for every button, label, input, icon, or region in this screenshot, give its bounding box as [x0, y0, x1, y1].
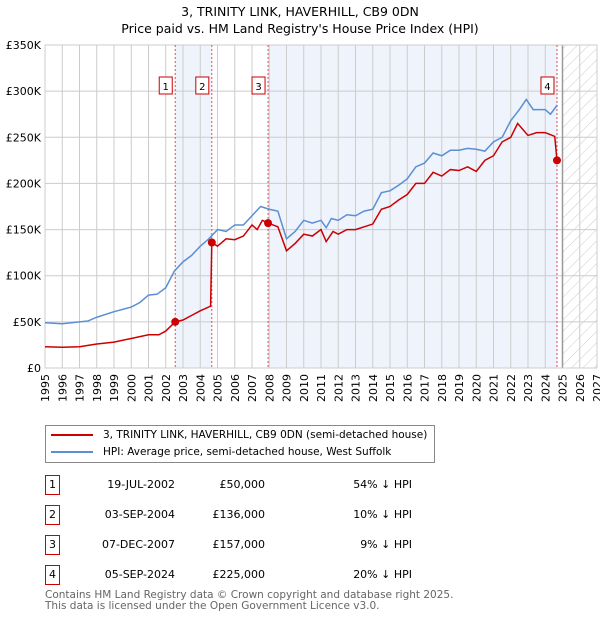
footer: Contains HM Land Registry data © Crown c… — [45, 590, 453, 612]
sale-date: 03-SEP-2004 — [104, 508, 175, 521]
sale-marker-label: 2 — [45, 505, 60, 525]
sale-point — [171, 317, 180, 326]
x-tick-label: 2013 — [350, 374, 363, 402]
table-row: 3 07-DEC-2007 £157,000 9% ↓ HPI — [45, 535, 412, 557]
x-tick-label: 2027 — [591, 374, 600, 402]
sale-date: 07-DEC-2007 — [101, 538, 175, 551]
sale-price: £225,000 — [212, 568, 266, 581]
sale-marker-label: 3 — [45, 535, 60, 555]
x-tick-label: 2026 — [574, 374, 587, 402]
sale-number-box — [158, 76, 173, 95]
sale-number: 1 — [163, 82, 169, 93]
y-tick-label: £250K — [6, 131, 42, 144]
x-tick-label: 1997 — [74, 374, 87, 402]
legend-label-property: 3, TRINITY LINK, HAVERHILL, CB9 0DN (sem… — [103, 429, 428, 441]
sale-marker-label: 1 — [45, 475, 60, 495]
sale-price: £136,000 — [212, 508, 266, 521]
sale-date: 19-JUL-2002 — [107, 478, 175, 491]
x-tick-label: 2003 — [177, 374, 190, 402]
x-tick-label: 1995 — [39, 374, 52, 402]
x-tick-label: 2011 — [315, 374, 328, 402]
footer-copyright: Contains HM Land Registry data © Crown c… — [45, 589, 454, 601]
sale-number: 2 — [199, 82, 205, 93]
table-row: 2 03-SEP-2004 £136,000 10% ↓ HPI — [45, 505, 412, 527]
table-row: 4 05-SEP-2024 £225,000 20% ↓ HPI — [45, 565, 412, 587]
x-tick-label: 2024 — [539, 374, 552, 402]
x-tick-label: 2018 — [436, 374, 449, 402]
x-tick-label: 2007 — [246, 374, 259, 402]
plot-frame — [44, 44, 598, 369]
sale-number-box — [251, 76, 266, 95]
x-tick-label: 1999 — [108, 374, 121, 402]
x-tick-label: 1998 — [91, 374, 104, 402]
x-tick-label: 2014 — [367, 374, 380, 402]
x-tick-label: 2012 — [332, 374, 345, 402]
footer-licence: This data is licensed under the Open Gov… — [45, 600, 380, 612]
x-tick-label: 2005 — [212, 374, 225, 402]
y-tick-label: £50K — [13, 316, 42, 329]
x-tick-label: 2021 — [488, 374, 501, 402]
sale-point — [552, 156, 561, 165]
y-tick-label: £0 — [27, 362, 41, 375]
x-tick-label: 2016 — [401, 374, 414, 402]
y-tick-label: £200K — [6, 177, 42, 190]
x-tick-label: 2019 — [453, 374, 466, 402]
x-tick-label: 2010 — [298, 374, 311, 402]
y-tick-label: £100K — [6, 270, 42, 283]
x-tick-label: 2008 — [263, 374, 276, 402]
sale-point — [264, 219, 273, 228]
sale-hpi-diff: 20% ↓ HPI — [353, 568, 412, 581]
x-tick-label: 2002 — [160, 374, 173, 402]
x-tick-label: 2017 — [419, 374, 432, 402]
sale-date: 05-SEP-2024 — [104, 568, 175, 581]
sale-price: £50,000 — [219, 478, 266, 491]
sale-hpi-diff: 9% ↓ HPI — [360, 538, 412, 551]
x-tick-label: 2009 — [281, 374, 294, 402]
sale-point — [207, 238, 216, 247]
sale-number: 3 — [255, 82, 261, 93]
y-tick-label: £350K — [6, 39, 42, 52]
hpi-line — [44, 98, 558, 325]
sale-hpi-diff: 54% ↓ HPI — [353, 478, 412, 491]
chart-subtitle: Price paid vs. HM Land Registry's House … — [121, 21, 479, 36]
x-tick-label: 2004 — [194, 374, 207, 402]
y-tick-label: £150K — [6, 224, 42, 237]
shaded-period — [268, 45, 557, 368]
x-tick-label: 2015 — [384, 374, 397, 402]
y-tick-label: £300K — [6, 85, 42, 98]
price-chart: 1995 1996 1997 1998 1999 2000 2001 2002 2003 2004… — [6, 39, 600, 402]
x-tick-label: 1996 — [56, 374, 69, 402]
sale-number: 4 — [544, 82, 550, 93]
table-row: 1 19-JUL-2002 £50,000 54% ↓ HPI — [45, 475, 412, 497]
legend: 3, TRINITY LINK, HAVERHILL, CB9 0DN (sem… — [45, 425, 435, 463]
sale-number-box — [540, 76, 555, 95]
sale-number-box — [195, 76, 210, 95]
x-tick-label: 2023 — [522, 374, 535, 402]
x-tick-label: 2001 — [143, 374, 156, 402]
sale-marker-label: 4 — [45, 565, 60, 585]
x-tick-label: 2022 — [505, 374, 518, 402]
legend-swatch-property — [51, 434, 93, 436]
legend-swatch-hpi — [51, 451, 93, 453]
x-tick-label: 2020 — [470, 374, 483, 402]
x-tick-label: 2000 — [125, 374, 138, 402]
x-tick-label: 2006 — [229, 374, 242, 402]
legend-label-hpi: HPI: Average price, semi-detached house,… — [103, 446, 392, 458]
x-tick-label: 2025 — [557, 374, 570, 402]
price-line — [44, 122, 559, 348]
sale-hpi-diff: 10% ↓ HPI — [353, 508, 412, 521]
chart-title: 3, TRINITY LINK, HAVERHILL, CB9 0DN — [181, 4, 419, 19]
sale-price: £157,000 — [212, 538, 266, 551]
